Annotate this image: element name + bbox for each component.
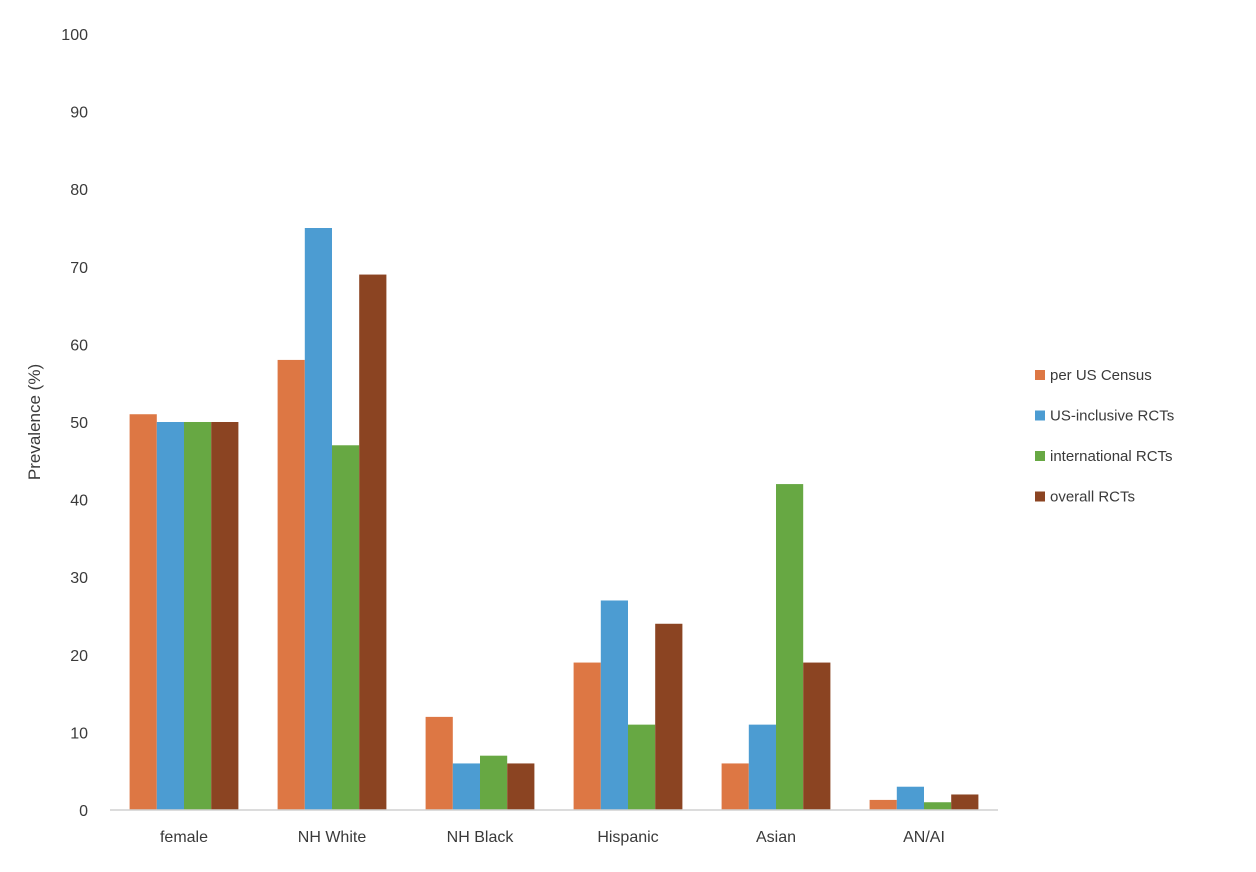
y-tick-label: 10 xyxy=(70,725,88,742)
bar xyxy=(211,422,239,810)
bar xyxy=(951,794,979,810)
bar xyxy=(655,623,683,810)
bar xyxy=(896,786,924,810)
x-tick-label: female xyxy=(160,829,208,846)
bar xyxy=(600,600,628,810)
bar xyxy=(776,484,804,810)
bar xyxy=(748,724,776,810)
bar xyxy=(869,799,897,810)
y-tick-label: 90 xyxy=(70,105,88,122)
x-tick-label: NH Black xyxy=(447,829,515,846)
y-tick-label: 40 xyxy=(70,493,88,510)
y-tick-label: 0 xyxy=(79,803,88,820)
bar xyxy=(628,724,656,810)
legend-swatch xyxy=(1035,370,1045,380)
y-axis-title: Prevalence (%) xyxy=(25,364,44,480)
x-tick-label: NH White xyxy=(298,829,367,846)
bar xyxy=(359,274,387,810)
bar xyxy=(573,662,601,810)
bar xyxy=(803,662,831,810)
bar xyxy=(277,359,305,810)
bar xyxy=(156,422,184,810)
y-tick-label: 70 xyxy=(70,260,88,277)
legend-label: per US Census xyxy=(1050,367,1152,384)
x-axis-tick-labels: female NH White NH Black Hispanic Asian AN/AI xyxy=(160,829,945,846)
legend-swatch xyxy=(1035,451,1045,461)
bar xyxy=(924,802,952,810)
legend-label: international RCTs xyxy=(1050,448,1173,465)
bar xyxy=(304,228,332,810)
bar xyxy=(425,716,453,810)
y-tick-label: 20 xyxy=(70,648,88,665)
bar xyxy=(332,445,360,810)
bar xyxy=(129,414,157,810)
legend-label: overall RCTs xyxy=(1050,489,1135,506)
bar xyxy=(480,755,508,810)
y-tick-label: 60 xyxy=(70,337,88,354)
y-axis-ticks: 0 10 20 30 40 50 60 70 80 90 100 xyxy=(61,27,88,820)
y-tick-label: 100 xyxy=(61,27,88,44)
y-tick-label: 80 xyxy=(70,182,88,199)
x-tick-label: Asian xyxy=(756,829,796,846)
bar xyxy=(721,763,749,810)
y-tick-label: 50 xyxy=(70,415,88,432)
bar xyxy=(507,763,535,810)
x-tick-label: AN/AI xyxy=(903,829,945,846)
bar xyxy=(452,763,480,810)
legend-swatch xyxy=(1035,410,1045,421)
bar xyxy=(184,422,212,810)
legend: per US Census US-inclusive RCTs internatio… xyxy=(1035,367,1174,506)
x-tick-label: Hispanic xyxy=(597,829,658,846)
legend-swatch xyxy=(1035,491,1045,502)
bars xyxy=(129,228,979,810)
legend-label: US-inclusive RCTs xyxy=(1050,408,1174,425)
y-tick-label: 30 xyxy=(70,570,88,587)
